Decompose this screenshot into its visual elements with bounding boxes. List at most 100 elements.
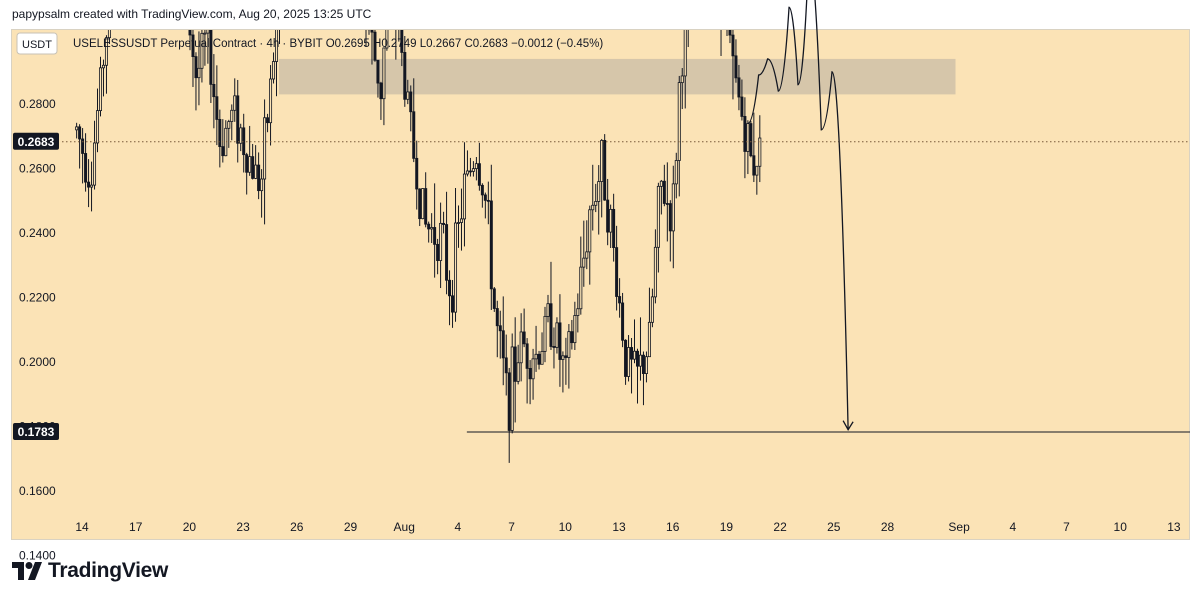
candle-body [564, 355, 568, 358]
candle-body [430, 227, 434, 230]
candle-body [734, 55, 738, 79]
candle-body [516, 362, 520, 382]
candle-body [630, 347, 634, 360]
tradingview-logo-icon [12, 562, 42, 580]
candle-body [257, 164, 261, 192]
currency-badge[interactable]: USDT [16, 32, 58, 55]
candle-body [209, 30, 213, 85]
x-tick-label: 26 [290, 520, 304, 534]
candle-body [379, 82, 383, 100]
candle-body [215, 96, 219, 120]
candle-body [612, 208, 616, 248]
candle-body [269, 78, 273, 124]
candle-body [638, 354, 642, 367]
candle-body [415, 157, 419, 190]
candle-body [513, 346, 517, 382]
x-tick-label: 23 [236, 520, 250, 534]
candle-body [615, 247, 619, 297]
y-tick-label: 0.2400 [19, 226, 56, 240]
lower-zone[interactable] [278, 58, 956, 95]
candle-body [674, 160, 678, 185]
candle-body [367, 30, 371, 31]
candle-body [272, 61, 276, 80]
x-tick-label: 4 [1009, 520, 1016, 534]
tradingview-brand-text: TradingView [48, 559, 169, 582]
candle-body [743, 116, 747, 152]
candle-body [245, 154, 249, 173]
candle-body [194, 56, 198, 79]
candle-body [233, 95, 237, 111]
candle-body [251, 156, 255, 179]
candle-body [644, 356, 648, 374]
x-tick-label: 28 [881, 520, 895, 534]
candle-body [98, 67, 102, 112]
candle-body [254, 164, 258, 179]
candle-body [662, 180, 666, 204]
support-price-label-bg [13, 423, 59, 440]
candle-body [281, 0, 283, 5]
candle-body [671, 183, 675, 232]
candle-body [582, 257, 586, 268]
candle-body [650, 296, 654, 323]
y-tick-label: 0.2600 [19, 162, 56, 176]
candlestick-chart[interactable]: 0.40000.38000.36000.34000.32000.30000.28… [0, 0, 1200, 560]
candle-body [75, 126, 79, 131]
candle-body [465, 170, 469, 175]
candle-body [579, 266, 583, 310]
x-tick-label: 17 [129, 520, 143, 534]
x-tick-label: 10 [1114, 520, 1128, 534]
candle-body [755, 165, 759, 176]
candle-body [749, 123, 753, 157]
candle-body [248, 156, 252, 173]
x-tick-label: 16 [666, 520, 680, 534]
candle-body [492, 288, 496, 309]
candle-body [451, 295, 455, 313]
chart-attribution: papypsalm created with TradingView.com, … [12, 7, 372, 21]
candle-body [242, 127, 246, 156]
x-tick-label: Aug [394, 520, 415, 534]
candle-body [624, 339, 628, 377]
candle-body [230, 109, 234, 122]
candle-body [221, 146, 225, 157]
candle-body [731, 34, 735, 57]
candle-body [203, 32, 207, 35]
y-tick-label: 0.2200 [19, 291, 56, 305]
candle-body [468, 170, 472, 173]
candle-body [728, 30, 732, 36]
candle-body [382, 47, 386, 100]
candle-body [594, 201, 598, 206]
candle-body [400, 30, 404, 53]
x-tick-label: 25 [827, 520, 841, 534]
projection-path[interactable] [747, 0, 849, 430]
candle-body [606, 199, 610, 233]
candle-body [525, 343, 529, 369]
candle-body [549, 303, 553, 347]
ohlc-high: H0.2749 [373, 38, 420, 50]
y-tick-label: 0.1600 [19, 484, 56, 498]
candle-body [546, 303, 550, 317]
candle-body [720, 0, 722, 12]
candle-body [427, 223, 431, 230]
candle-body [239, 127, 243, 144]
candle-body [677, 82, 681, 161]
tradingview-logo[interactable]: TradingView [12, 559, 168, 583]
candle-body [543, 315, 547, 352]
candle-body [659, 180, 663, 187]
candle-body [600, 140, 604, 182]
candle-body [418, 188, 422, 220]
candle-body [104, 37, 108, 66]
candle-body [260, 178, 264, 192]
x-tick-label: 4 [455, 520, 462, 534]
candle-body [275, 30, 279, 62]
candle-body [459, 218, 463, 223]
x-tick-label: 7 [508, 520, 515, 534]
candle-body [534, 353, 538, 360]
candle-body [376, 59, 380, 84]
candle-body [576, 308, 580, 316]
candle-body [409, 91, 413, 113]
candle-body [618, 296, 622, 304]
candle-body [389, 0, 391, 3]
candle-body [395, 0, 397, 22]
candle-body [462, 173, 466, 220]
candle-body [93, 142, 97, 186]
